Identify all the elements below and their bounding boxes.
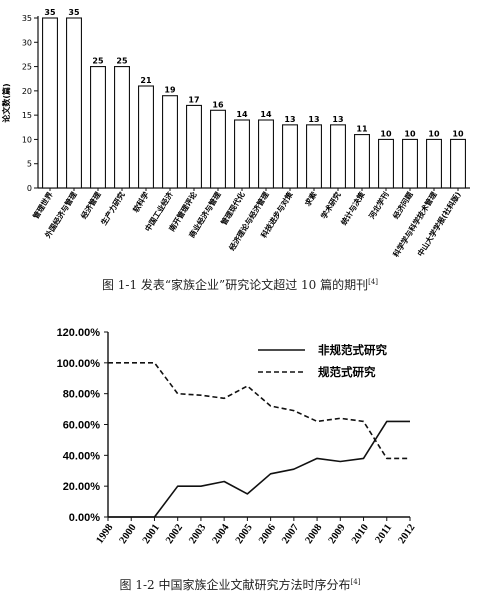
x-tick-label: 2001: [141, 522, 162, 546]
data-label: 13: [308, 115, 319, 124]
x-tick-label: 2010: [350, 522, 371, 546]
y-tick-label: 35: [22, 14, 32, 23]
x-tick-label: 2008: [303, 522, 324, 546]
series-line: [108, 420, 410, 518]
x-tick-label: 2006: [257, 522, 278, 546]
y-tick-label: 20.00%: [63, 481, 101, 493]
x-tick-label: 2007: [280, 522, 301, 546]
x-tick-label: 1998: [94, 522, 115, 546]
data-label: 14: [236, 110, 248, 119]
data-label: 10: [380, 129, 392, 138]
y-tick-label: 20: [22, 87, 32, 96]
y-tick-label: 10: [22, 135, 32, 144]
data-label: 35: [44, 8, 56, 17]
y-tick-label: 120.00%: [57, 327, 101, 339]
legend-label: 规范式研究: [318, 365, 376, 379]
series-line: [108, 361, 410, 460]
y-tick-label: 60.00%: [63, 420, 101, 432]
y-tick-label: 30: [22, 38, 32, 47]
chart2-caption: 图 1-2 中国家族企业文献研究方法时序分布[4]: [119, 578, 361, 592]
bar-chart: 05101520253035论文数(篇)35管理世界35外国经济与管理25经济管…: [1, 8, 470, 259]
y-tick-label: 15: [22, 111, 32, 120]
data-label: 16: [212, 100, 224, 109]
data-label: 11: [356, 125, 368, 134]
y-tick-label: 0.00%: [69, 512, 100, 524]
y-tick-label: 0: [27, 184, 32, 193]
chart1-caption: 图 1-1 发表“家族企业”研究论文超过 10 篇的期刊[4]: [101, 278, 379, 292]
data-label: 19: [164, 86, 176, 95]
data-label: 21: [140, 76, 152, 85]
x-tick-label: 2000: [118, 522, 139, 546]
y-axis-label: 论文数(篇): [1, 83, 11, 122]
y-tick-label: 5: [27, 160, 32, 169]
x-tick-label: 2002: [164, 522, 185, 546]
data-label: 10: [428, 129, 440, 138]
data-label: 35: [68, 8, 80, 17]
x-tick-label: 2009: [327, 522, 348, 546]
data-label: 25: [92, 57, 104, 66]
x-tick-label: 2011: [374, 522, 395, 545]
x-tick-label: 2012: [396, 522, 417, 546]
y-tick-label: 40.00%: [63, 450, 101, 462]
data-label: 10: [452, 129, 464, 138]
x-tick-label: 2005: [234, 522, 255, 546]
y-tick-label: 25: [22, 63, 32, 72]
data-label: 17: [188, 95, 199, 104]
y-tick-label: 80.00%: [63, 389, 101, 401]
legend-label: 非规范式研究: [318, 343, 387, 357]
data-label: 10: [404, 129, 416, 138]
y-tick-label: 100.00%: [57, 358, 101, 370]
data-label: 13: [332, 115, 343, 124]
data-label: 14: [260, 110, 272, 119]
x-tick-label: 2004: [211, 522, 232, 546]
data-label: 25: [116, 57, 128, 66]
data-label: 13: [284, 115, 295, 124]
x-tick-label: 2003: [187, 522, 208, 546]
